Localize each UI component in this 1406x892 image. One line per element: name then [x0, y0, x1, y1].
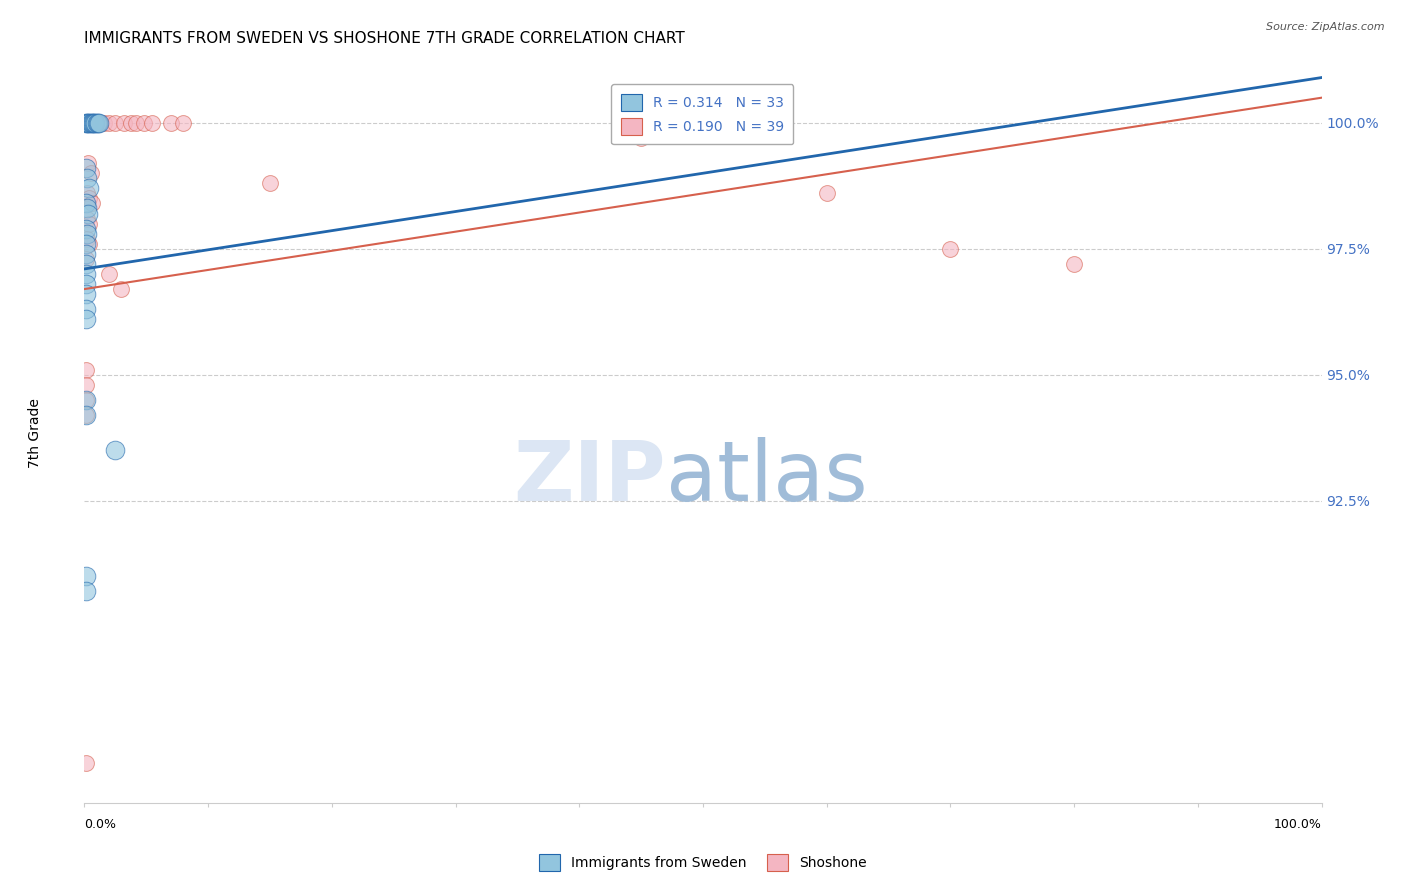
Point — [89, 116, 111, 130]
Point — [75, 392, 97, 407]
Point — [98, 116, 121, 130]
Point — [172, 116, 194, 130]
Point — [77, 116, 100, 130]
Point — [141, 116, 163, 130]
Point — [160, 116, 183, 130]
Point — [80, 116, 103, 130]
Point — [86, 116, 108, 130]
Text: 7th Grade: 7th Grade — [28, 398, 42, 467]
Point — [76, 227, 98, 241]
Point — [112, 116, 135, 130]
Point — [82, 116, 104, 130]
Point — [120, 116, 142, 130]
Point — [110, 282, 132, 296]
Point — [75, 408, 97, 422]
Point — [86, 116, 108, 130]
Point — [76, 116, 98, 130]
Point — [79, 191, 101, 205]
Point — [79, 236, 101, 251]
Point — [125, 116, 148, 130]
Point — [98, 267, 121, 281]
Text: IMMIGRANTS FROM SWEDEN VS SHOSHONE 7TH GRADE CORRELATION CHART: IMMIGRANTS FROM SWEDEN VS SHOSHONE 7TH G… — [84, 31, 685, 46]
Point — [75, 252, 97, 266]
Point — [79, 217, 101, 231]
Point — [259, 177, 281, 191]
Point — [93, 116, 115, 130]
Legend: Immigrants from Sweden, Shoshone: Immigrants from Sweden, Shoshone — [533, 848, 873, 876]
Point — [75, 287, 97, 301]
Text: 0.0%: 0.0% — [84, 818, 117, 831]
Text: atlas: atlas — [666, 436, 868, 517]
Point — [80, 196, 103, 211]
Point — [77, 206, 100, 220]
Point — [80, 116, 103, 130]
Point — [76, 186, 98, 201]
Point — [79, 181, 101, 195]
Point — [75, 392, 97, 407]
Point — [104, 443, 127, 458]
Point — [1063, 257, 1085, 271]
Point — [76, 202, 98, 216]
Point — [132, 116, 155, 130]
Point — [76, 211, 98, 226]
Point — [89, 116, 111, 130]
Point — [77, 156, 100, 170]
Point — [75, 277, 97, 291]
Legend: R = 0.314   N = 33, R = 0.190   N = 39: R = 0.314 N = 33, R = 0.190 N = 39 — [612, 84, 793, 145]
Point — [79, 116, 101, 130]
Point — [75, 257, 97, 271]
Point — [75, 756, 97, 770]
Point — [83, 116, 105, 130]
Point — [75, 377, 97, 392]
Text: Source: ZipAtlas.com: Source: ZipAtlas.com — [1267, 22, 1385, 32]
Point — [75, 569, 97, 583]
Point — [79, 116, 101, 130]
Point — [75, 116, 97, 130]
Point — [75, 196, 97, 211]
Point — [630, 131, 652, 145]
Point — [75, 584, 97, 599]
Point — [75, 247, 97, 261]
Point — [75, 408, 97, 422]
Point — [75, 236, 97, 251]
Point — [76, 116, 98, 130]
Point — [75, 312, 97, 326]
Point — [75, 221, 97, 235]
Point — [939, 242, 962, 256]
Point — [84, 116, 107, 130]
Point — [79, 116, 101, 130]
Point — [76, 171, 98, 186]
Text: 100.0%: 100.0% — [1274, 818, 1322, 831]
Point — [75, 267, 97, 281]
Point — [76, 232, 98, 246]
Point — [79, 166, 101, 180]
Point — [75, 362, 97, 376]
Point — [75, 116, 97, 130]
Point — [104, 116, 127, 130]
Point — [87, 116, 110, 130]
Point — [75, 161, 97, 176]
Point — [83, 116, 105, 130]
Text: ZIP: ZIP — [513, 436, 666, 517]
Point — [75, 302, 97, 317]
Point — [815, 186, 838, 201]
